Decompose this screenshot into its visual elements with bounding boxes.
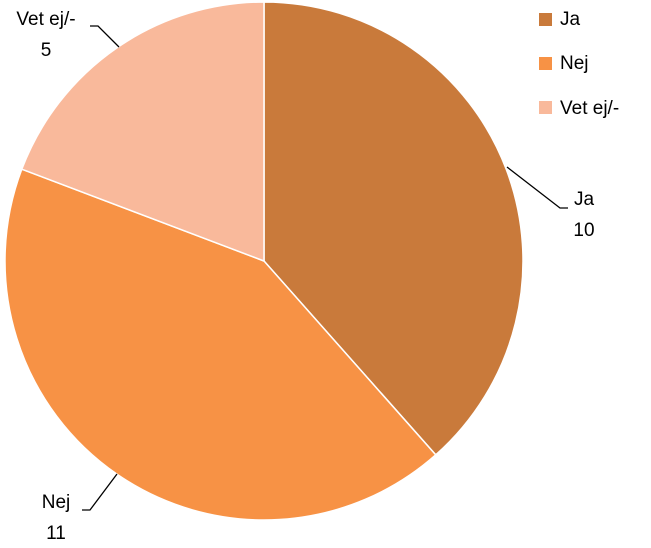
legend-item-ja: Ja	[539, 9, 581, 30]
pie-slice-ja	[263, 1, 524, 456]
data-label-value-ja: 10	[573, 220, 594, 241]
data-label-value-nej: 11	[46, 523, 66, 544]
legend-label-vet-ej: Vet ej/-	[560, 98, 619, 119]
data-labels: Ja 10 Nej 11 Vet ej/- 5	[16, 9, 594, 544]
legend-item-vet-ej: Vet ej/-	[539, 98, 619, 119]
data-label-category-vet-ej: Vet ej/-	[16, 9, 75, 30]
legend-swatch-nej	[539, 57, 552, 70]
pie-slice-vet-ej	[20, 1, 265, 263]
legend-label-ja: Ja	[560, 9, 581, 30]
legend: Ja Nej Vet ej/-	[539, 9, 619, 119]
data-label-value-vet-ej: 5	[41, 40, 52, 61]
data-label-category-nej: Nej	[42, 492, 71, 513]
legend-label-nej: Nej	[560, 53, 589, 74]
legend-swatch-ja	[539, 13, 552, 26]
legend-item-nej: Nej	[539, 53, 589, 74]
legend-swatch-vet-ej	[539, 101, 552, 114]
leader-lines	[82, 25, 568, 511]
leader-line-nej	[82, 473, 118, 511]
data-label-category-ja: Ja	[574, 189, 595, 210]
leader-line-vet-ej	[90, 25, 120, 48]
pie-slices	[4, 1, 524, 521]
leader-line-ja	[506, 166, 568, 209]
